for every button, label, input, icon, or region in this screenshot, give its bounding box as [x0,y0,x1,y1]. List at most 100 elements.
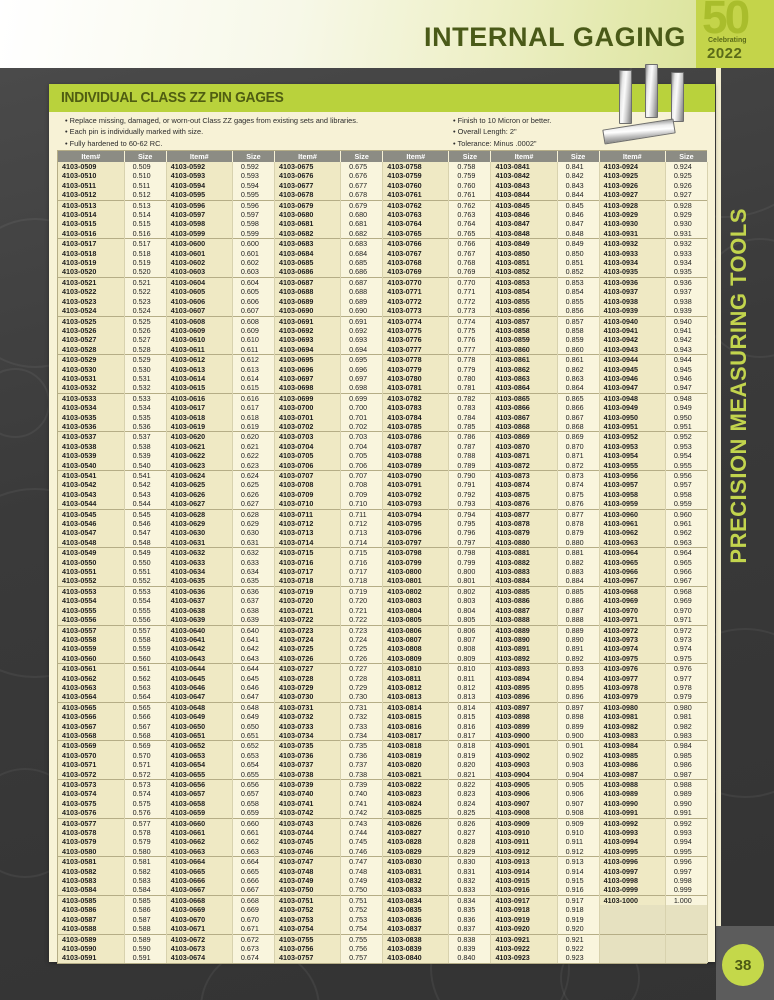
cell-item-number: 4103-0757 [274,953,342,963]
cell-size: 0.759 [448,171,492,181]
cell-size: 0.647 [232,692,275,703]
cell-size: 0.787 [448,441,492,452]
cell-item-number: 4103-0539 [58,451,125,461]
cell-size: 0.731 [340,701,384,713]
cell-item-number: 4103-0755 [274,933,342,944]
cell-item-number: 4103-0695 [274,354,342,365]
cell-item-number: 4103-0848 [490,228,558,239]
cell-item-number: 4103-0778 [382,354,450,365]
cell-item-number: 4103-0706 [274,460,342,471]
cell-size: 0.767 [448,248,492,259]
cell-item-number: 4103-0623 [166,460,233,471]
cell-size: 0.992 [665,817,709,829]
cell-size: 0.679 [340,199,384,211]
cell-size: 0.523 [124,296,167,307]
anniversary-celebrating-label: Celebrating [708,37,747,44]
cell-size: 0.579 [124,837,167,847]
cell-item-number: 4103-0535 [58,412,125,422]
cell-size: 0.707 [340,470,384,481]
cell-size: 0.907 [557,798,600,809]
cell-size: 0.875 [557,489,600,500]
cell-item-number: 4103-0856 [490,306,558,316]
cell-size: 0.614 [232,373,275,384]
table-row: 4103-0534 0.534 4103-0617 0.617 4103-0700 0.7… [58,403,709,413]
cell-item-number: 4103-0974 [599,644,666,654]
cell-item-number: 4103-0923 [490,953,558,963]
cell-item-number: 4103-0964 [599,547,666,558]
cell-item-number: 4103-0517 [58,238,125,249]
cell-item-number: 4103-0919 [490,914,558,925]
cell-item-number: 4103-0671 [166,924,233,934]
table-row: 4103-0574 0.574 4103-0657 0.657 4103-0740 0.7… [58,789,709,799]
cell-size: 0.701 [340,412,384,422]
cell-size: 0.511 [124,180,167,191]
cell-size: 0.601 [232,248,275,259]
cell-item-number: 4103-0646 [166,682,233,693]
cell-size: 0.846 [557,210,600,220]
table-row: 4103-0558 0.558 4103-0641 0.641 4103-0724 0.7… [58,634,709,645]
cell-size: 0.658 [232,798,275,809]
cell-size: 0.621 [232,441,275,452]
cell-size: 0.735 [340,740,384,751]
pin-gage-table-container: Item# Size Item# Size Item# Size Item# Size Item… [57,150,709,964]
cell-size: 0.546 [124,519,167,529]
cell-size: 0.663 [232,846,275,857]
cell-item-number: 4103-0906 [490,789,558,799]
cell-size: 0.644 [232,663,275,674]
cell-item-number: 4103-0780 [382,373,450,384]
cell-item-number: 4103-0761 [382,190,450,201]
cell-size: 0.808 [448,644,492,654]
cell-item-number: 4103-0674 [166,953,233,963]
cell-size: 0.618 [232,412,275,422]
cell-item-number: 4103-0883 [490,567,558,577]
table-row: 4103-0549 0.549 4103-0632 0.632 4103-0715 0.7… [58,547,709,558]
cell-item-number: 4103-0679 [274,199,342,211]
cell-size: 0.706 [340,460,384,471]
pin-gage-image [602,118,676,145]
cell-item-number: 4103-0701 [274,412,342,422]
cell-item-number: 4103-0935 [599,267,666,278]
cell-size: 0.525 [124,315,167,326]
cell-size: 0.972 [665,624,709,635]
column-header-size: Size [557,151,600,162]
cell-item-number: 4103-0610 [166,335,233,345]
cell-item-number: 4103-0847 [490,219,558,229]
cell-size: 0.770 [448,276,492,288]
cell-item-number: 4103-0514 [58,210,125,220]
cell-size: 0.533 [124,392,167,404]
cell-size: 0.677 [340,180,384,191]
cell-size: 0.928 [665,199,709,211]
cell-size: 0.799 [448,557,492,568]
cell-size: 0.974 [665,644,709,654]
cell-item-number: 4103-0908 [490,808,558,819]
cell-size: 0.800 [448,567,492,577]
cell-item-number: 4103-0619 [166,421,233,432]
table-row: 4103-0565 0.565 4103-0648 0.648 4103-0731 0.7… [58,701,709,713]
cell-size: 0.847 [557,219,600,229]
cell-item-number: 4103-0703 [274,431,342,442]
cell-size: 0.940 [665,315,709,326]
cell-item-number: 4103-0734 [274,730,342,741]
cell-item-number: 4103-0558 [58,634,125,645]
cell-item-number: 4103-0771 [382,287,450,297]
cell-item-number: 4103-0643 [166,653,233,664]
cell-item-number: 4103-0519 [58,258,125,268]
cell-size: 0.704 [340,441,384,452]
cell-item-number: 4103-0650 [166,721,233,731]
cell-size: 0.886 [557,596,600,606]
cell-item-number: 4103-0683 [274,238,342,249]
cell-item-number: 4103-0805 [382,615,450,625]
product-photo-pin-gages [597,62,709,154]
cell-empty [665,914,709,925]
cell-size: 0.574 [124,789,167,799]
cell-item-number: 4103-0962 [599,528,666,538]
cell-size: 0.634 [232,567,275,577]
cell-item-number: 4103-0612 [166,354,233,365]
cell-item-number: 4103-0556 [58,615,125,625]
cell-size: 0.792 [448,489,492,500]
cell-size: 0.959 [665,499,709,510]
cell-size: 0.837 [448,924,492,934]
cell-item-number: 4103-0531 [58,373,125,384]
cell-size: 0.653 [232,750,275,761]
cell-size: 0.832 [448,876,492,886]
